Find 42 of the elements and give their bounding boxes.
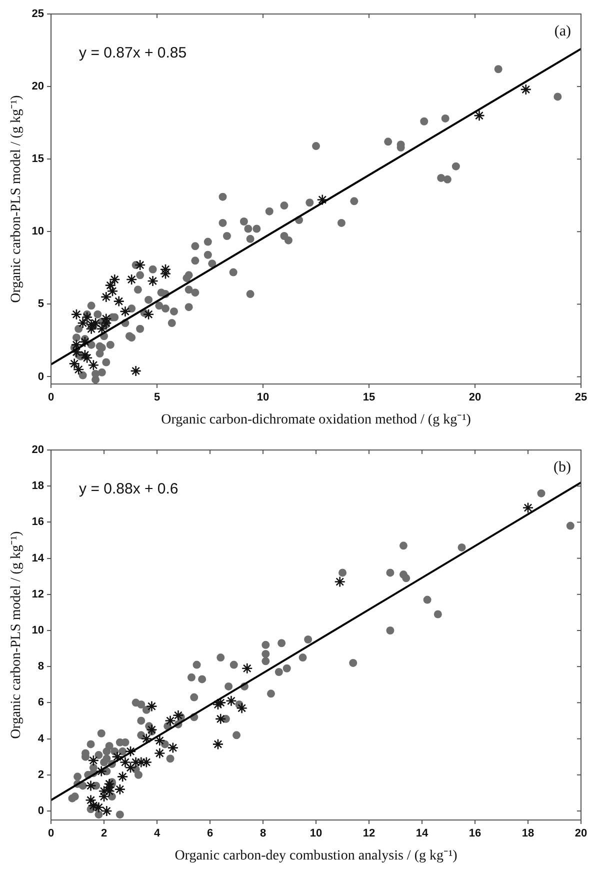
x-tick-label: 20 <box>574 828 588 840</box>
x-tick-label: 0 <box>48 392 54 404</box>
y-tick-label: 20 <box>32 444 44 456</box>
x-tick-label: 12 <box>362 828 376 840</box>
x-tick-label: 6 <box>206 828 214 840</box>
x-tick-label: 14 <box>416 828 430 840</box>
y-tick-label: 14 <box>32 552 45 564</box>
x-tick-label: 0 <box>48 828 54 840</box>
annotation: y = 0.87x + 0.85 <box>79 44 187 62</box>
y-tick-label: 2 <box>38 768 44 781</box>
x-tick-label: 10 <box>310 828 322 840</box>
x-tick-label: 25 <box>574 392 588 404</box>
x-axis-title: Organic carbon-dichromate oxidation method / (g kg⁻¹) <box>161 412 472 428</box>
y-tick-label: 10 <box>32 624 44 637</box>
x-tick-label: 4 <box>154 828 161 840</box>
y-tick-label: 0 <box>38 805 44 818</box>
annotation: (b) <box>554 459 571 476</box>
y-tick-label: 4 <box>38 732 45 745</box>
y-tick-label: 25 <box>32 8 44 20</box>
x-tick-label: 16 <box>468 828 482 840</box>
y-tick-label: 10 <box>32 226 44 238</box>
x-tick-label: 10 <box>256 392 270 404</box>
y-axis-title: Organic carbon-PLS model / (g kg⁻¹) <box>9 94 24 303</box>
y-tick-label: 8 <box>38 660 44 673</box>
x-tick-label: 20 <box>468 392 482 404</box>
x-tick-label: 18 <box>522 828 534 840</box>
y-tick-label: 15 <box>32 153 44 166</box>
y-tick-label: 5 <box>38 298 44 310</box>
x-tick-label: 5 <box>154 392 160 404</box>
y-tick-label: 6 <box>38 696 44 709</box>
x-axis-title: Organic carbon-dey combustion analysis / (g kg⁻¹) <box>174 848 458 864</box>
y-tick-label: 0 <box>38 370 44 383</box>
y-tick-label: 20 <box>32 80 44 93</box>
y-tick-label: 18 <box>32 480 44 492</box>
y-axis-title: Organic carbon-PLS model / (g kg⁻¹) <box>9 530 24 739</box>
annotation: y = 0.88x + 0.6 <box>79 480 178 498</box>
x-tick-label: 2 <box>100 828 108 840</box>
annotation: (a) <box>554 23 571 40</box>
y-tick-label: 12 <box>32 588 44 600</box>
x-tick-label: 8 <box>260 828 266 840</box>
y-tick-label: 16 <box>32 516 44 528</box>
x-tick-label: 15 <box>362 392 376 404</box>
